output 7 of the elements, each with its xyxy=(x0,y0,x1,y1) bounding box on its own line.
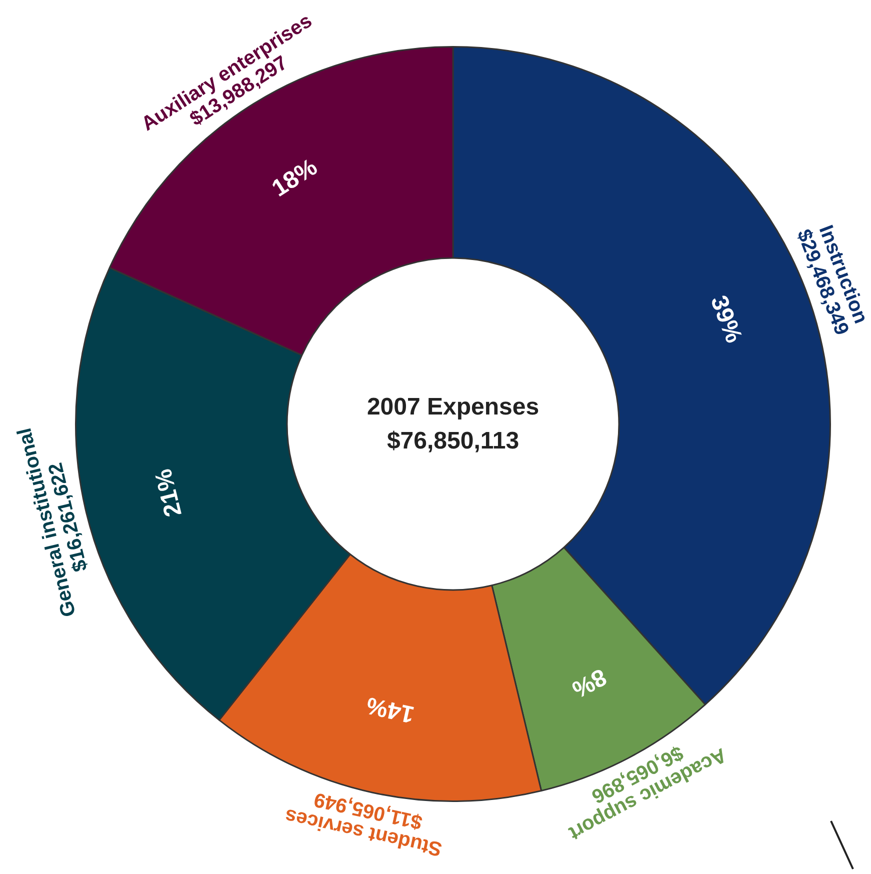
text: $76,850,113 xyxy=(386,428,520,455)
text: 18% xyxy=(267,154,322,202)
text: 2007 Expenses xyxy=(366,394,540,421)
text: 8% xyxy=(568,662,611,703)
text: 21% xyxy=(150,466,188,520)
text: 39% xyxy=(704,292,748,347)
text: 14% xyxy=(364,691,417,728)
